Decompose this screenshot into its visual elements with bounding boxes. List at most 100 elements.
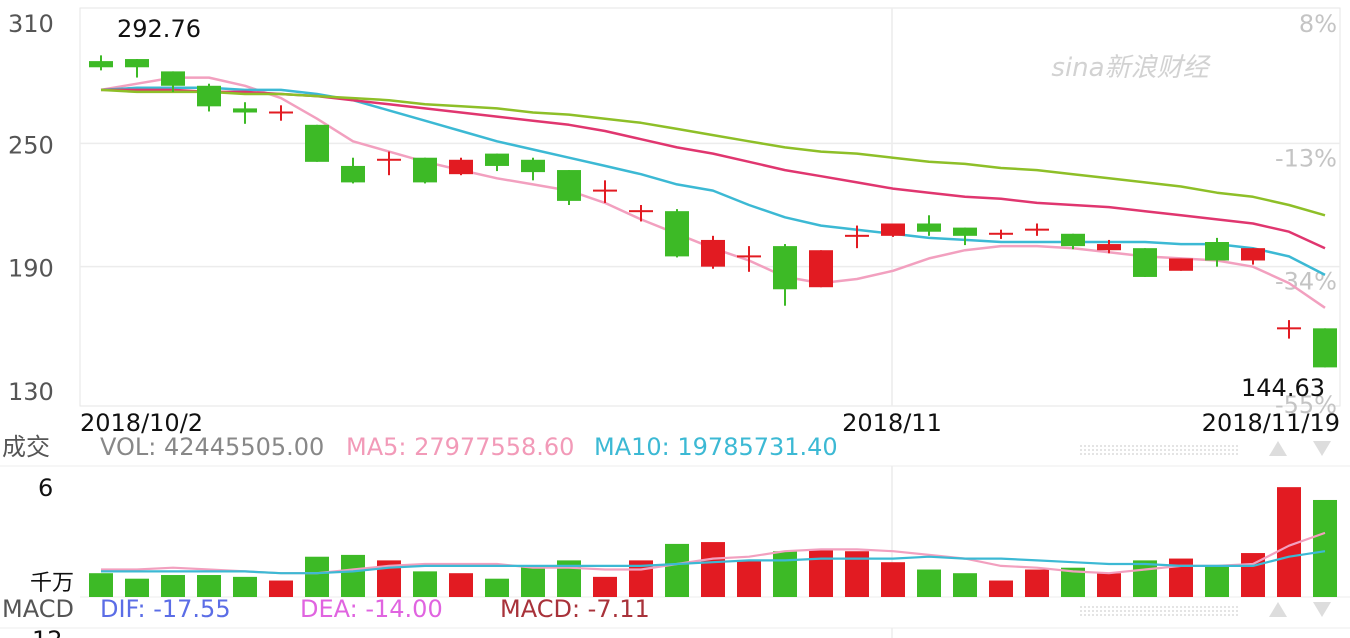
candle-body [989, 232, 1013, 235]
volume-bar [1097, 573, 1121, 597]
candle-body [269, 111, 293, 114]
arrow-up-icon [1269, 602, 1287, 617]
volume-bar [989, 580, 1013, 597]
volume-bar [521, 565, 545, 597]
volume-axis: 6 千万 12 [30, 474, 74, 638]
volume-bar [1133, 560, 1157, 597]
candle-body [1205, 242, 1229, 261]
date-tick-label: 2018/10/2 [80, 409, 203, 437]
arrow-down-icon [1313, 441, 1331, 456]
candle-body [125, 59, 149, 68]
candle-body [557, 170, 581, 201]
candle-body [773, 246, 797, 290]
low-price-label: 144.63 [1241, 374, 1325, 402]
date-tick-label: 2018/11 [842, 409, 942, 437]
price-tick-label: 190 [8, 255, 54, 283]
candle-body [449, 159, 473, 175]
price-annotations: 292.76 144.63 [117, 15, 1325, 402]
volume-bar [89, 573, 113, 597]
candle-body [377, 158, 401, 161]
pan-controls [1080, 441, 1331, 617]
macd-info-row: MACD DIF: -17.55 DEA: -14.00 MACD: -7.11 [0, 592, 1350, 626]
price-tick-label: 130 [8, 378, 54, 406]
volume-ma-lines [101, 531, 1326, 575]
macd-dif-value: DIF: -17.55 [100, 595, 231, 623]
volume-bar [341, 554, 365, 597]
vol-ma10-value: MA10: 19785731.40 [594, 433, 838, 461]
volume-bar [881, 562, 905, 597]
candle-body [413, 157, 437, 183]
date-axis: 2018/10/2 2018/11 2018/11/19 [80, 409, 1340, 437]
candle-body [1313, 328, 1337, 368]
price-tick-label: 250 [8, 131, 54, 159]
volume-bar [665, 543, 689, 597]
candle-body [197, 85, 221, 107]
candle-body [161, 71, 185, 86]
volume-label: 成交 [2, 433, 50, 461]
candle-body [701, 239, 725, 267]
arrow-down-icon [1313, 602, 1331, 617]
candle-body [593, 189, 617, 192]
volume-bar [305, 556, 329, 597]
candle-body [953, 227, 977, 236]
volume-bar [233, 576, 257, 597]
volume-top-tick: 6 [38, 474, 53, 502]
candle-body [1277, 327, 1301, 330]
volume-bar [953, 573, 977, 597]
candle-body [233, 108, 257, 113]
price-ma-line-4 [100, 88, 1326, 217]
candle-body [629, 210, 653, 213]
price-tick-label: 310 [8, 10, 54, 38]
volume-unit-label: 千万 [30, 571, 74, 596]
price-ma-line-2 [100, 86, 1326, 277]
volume-bar [161, 575, 185, 597]
percent-tick-label: -13% [1275, 144, 1337, 172]
candle-body [881, 223, 905, 236]
candle-body [341, 165, 365, 183]
candle-body [1169, 258, 1193, 271]
macd-axis-tick: 12 [32, 626, 63, 638]
volume-bars [89, 487, 1337, 597]
candle-body [1025, 228, 1049, 231]
volume-bar [269, 580, 293, 597]
candle-body [809, 250, 833, 288]
volume-bar [485, 578, 509, 597]
price-axis: 310 250 190 130 [8, 10, 54, 406]
vol-ma5-value: MA5: 27977558.60 [346, 433, 575, 461]
price-panel-frame [79, 7, 1341, 407]
percent-axis: 8%-13%-34%-55% [1275, 10, 1337, 419]
candle-body [89, 61, 113, 68]
candle-body [737, 255, 761, 258]
candle-body [305, 124, 329, 162]
candle-body [1097, 244, 1121, 251]
volume-bar [809, 549, 833, 597]
candle-body [1061, 233, 1085, 247]
arrow-up-icon [1269, 441, 1287, 456]
candle-body [665, 211, 689, 257]
percent-tick-label: 8% [1299, 10, 1337, 38]
volume-bar [413, 571, 437, 597]
candles [89, 55, 1337, 368]
price-ma-line-3 [101, 88, 1326, 250]
watermark-text: sina新浪财经 [1051, 53, 1211, 83]
candle-body [1241, 248, 1265, 261]
candle-body [485, 153, 509, 166]
volume-bar [1205, 565, 1229, 597]
sina-watermark: sina新浪财经 [1051, 53, 1211, 83]
candle-body [845, 234, 869, 237]
volume-bar [197, 575, 221, 597]
volume-bar [449, 573, 473, 597]
candle-body [1133, 248, 1157, 277]
vol-value: VOL: 42445505.00 [100, 433, 325, 461]
volume-bar [737, 560, 761, 597]
volume-info-row: 成交 VOL: 42445505.00 MA5: 27977558.60 MA1… [0, 430, 1350, 464]
volume-bar [593, 576, 617, 597]
high-price-label: 292.76 [117, 15, 201, 43]
macd-dea-value: DEA: -14.00 [300, 595, 443, 623]
macd-label: MACD [2, 595, 74, 623]
volume-bar [701, 542, 725, 597]
volume-bar [1025, 569, 1049, 597]
macd-value: MACD: -7.11 [500, 595, 650, 623]
